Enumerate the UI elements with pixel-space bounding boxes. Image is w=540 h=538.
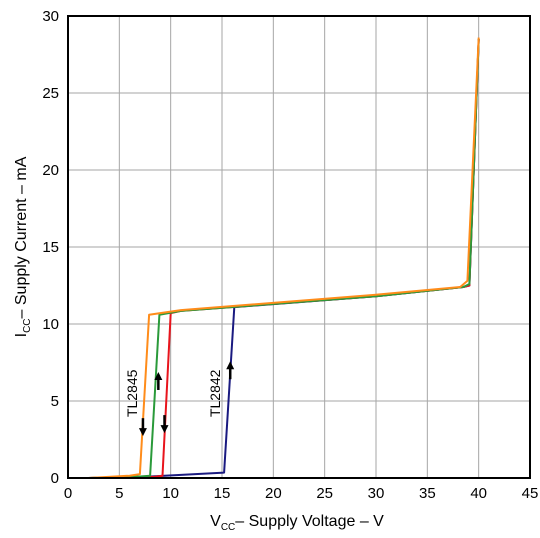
series-line-3 [88, 37, 480, 479]
y-axis-label-main: I [13, 333, 30, 337]
y-axis-label-sub: CC [22, 318, 33, 332]
arrows-group [138, 361, 235, 437]
series-group [88, 37, 480, 479]
x-axis-label-rest: – Supply Voltage – V [235, 513, 384, 530]
y-tick-labels: 0 5 10 15 20 25 30 [42, 8, 59, 487]
x-tick-label-5: 25 [316, 485, 333, 502]
x-tick-label-1: 5 [115, 485, 123, 502]
x-axis-label: VCC– Supply Voltage – V [210, 513, 384, 533]
y-axis-label-rest: – Supply Current – mA [13, 156, 30, 318]
x-tick-label-8: 40 [470, 485, 487, 502]
x-tick-label-3: 15 [214, 485, 231, 502]
y-tick-label-3: 15 [42, 239, 59, 256]
annotations-group: TL2845 TL2842 [124, 369, 223, 417]
arrow-down-0 [138, 418, 147, 437]
x-axis-label-main: V [210, 513, 221, 530]
x-tick-labels: 0 5 10 15 20 25 30 35 40 45 [64, 485, 539, 502]
arrow-up-3 [226, 361, 235, 380]
y-tick-label-5: 25 [42, 85, 59, 102]
arrow-down-2 [160, 415, 169, 434]
x-axis-label-sub: CC [221, 522, 235, 533]
x-tick-label-7: 35 [419, 485, 436, 502]
series-line-2 [88, 39, 480, 479]
grid [68, 16, 530, 478]
y-tick-label-0: 0 [51, 470, 59, 487]
annotation-label-1: TL2842 [207, 369, 223, 417]
y-axis-label: ICC– Supply Current – mA [13, 156, 33, 337]
annotation-label-0: TL2845 [124, 369, 140, 417]
arrow-up-1 [154, 371, 163, 390]
x-tick-label-2: 10 [162, 485, 179, 502]
y-tick-label-4: 20 [42, 162, 59, 179]
series-line-1 [88, 39, 480, 479]
y-tick-label-1: 5 [51, 393, 59, 410]
series-line-0 [88, 39, 480, 479]
x-tick-label-4: 20 [265, 485, 282, 502]
plot-frame [67, 15, 531, 479]
x-tick-label-0: 0 [64, 485, 72, 502]
y-tick-label-6: 30 [42, 8, 59, 25]
x-tick-label-9: 45 [522, 485, 539, 502]
y-tick-label-2: 10 [42, 316, 59, 333]
x-tick-label-6: 30 [368, 485, 385, 502]
